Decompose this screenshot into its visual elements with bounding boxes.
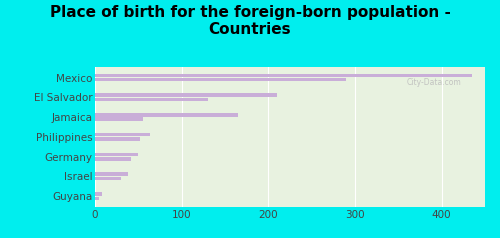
Bar bbox=[95, 133, 150, 136]
Bar bbox=[95, 137, 140, 141]
Bar bbox=[95, 98, 208, 101]
Bar bbox=[95, 173, 128, 176]
Bar bbox=[95, 192, 102, 196]
Bar bbox=[95, 113, 238, 117]
Bar bbox=[95, 177, 121, 180]
Bar bbox=[95, 74, 472, 77]
Bar bbox=[95, 157, 132, 161]
Bar bbox=[95, 197, 100, 200]
Text: City-Data.com: City-Data.com bbox=[407, 78, 462, 87]
Text: Place of birth for the foreign-born population -
Countries: Place of birth for the foreign-born popu… bbox=[50, 5, 450, 37]
Bar bbox=[95, 78, 346, 81]
Bar bbox=[95, 153, 138, 156]
Bar bbox=[95, 118, 142, 121]
Bar bbox=[95, 93, 277, 97]
